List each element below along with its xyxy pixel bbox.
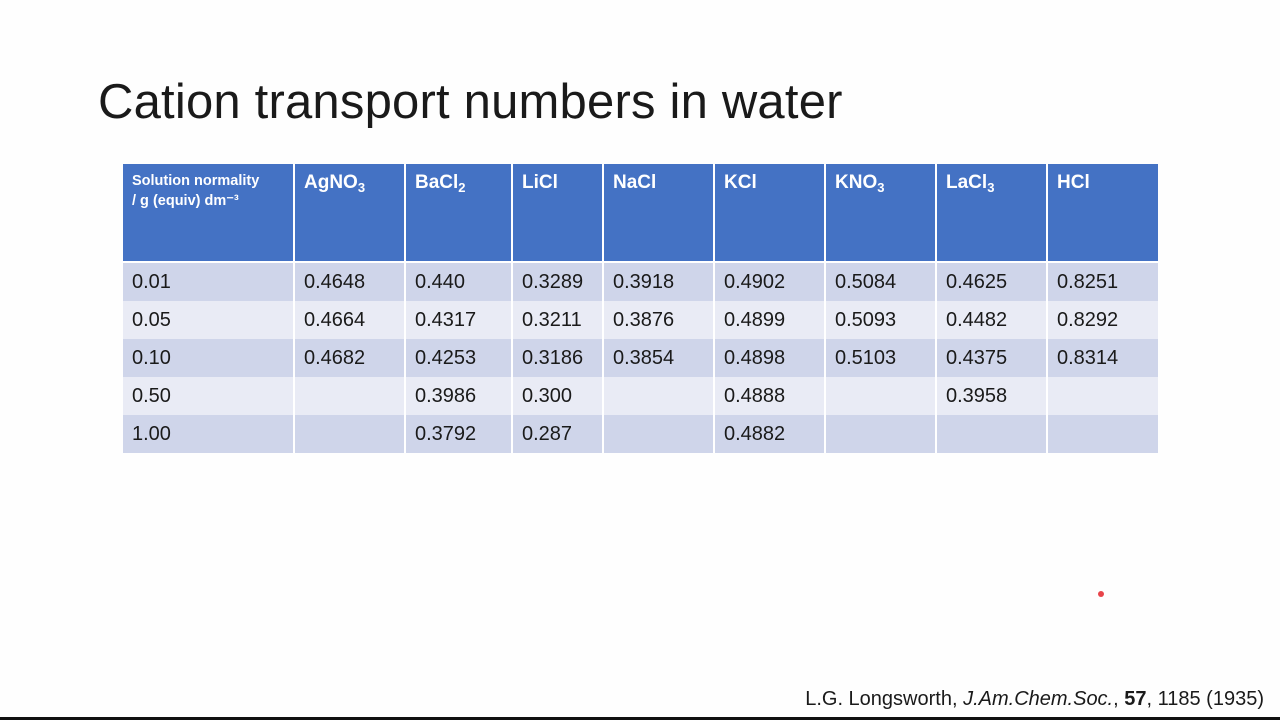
header-line-2: / g (equiv) dm⁻³ (132, 193, 239, 209)
table-cell (603, 415, 715, 453)
table-cell: 0.3918 (603, 263, 715, 301)
table-cell: 0.4888 (714, 377, 826, 415)
table-cell: 0.4482 (936, 301, 1048, 339)
header-kcl: KCl (714, 164, 826, 261)
table-row: 0.05 0.4664 0.4317 0.3211 0.3876 0.4899 … (123, 301, 1158, 339)
table-cell: 0.3958 (936, 377, 1048, 415)
table-cell: 0.8251 (1047, 263, 1158, 301)
table-cell: 0.3854 (603, 339, 715, 377)
citation-journal: J.Am.Chem.Soc. (963, 688, 1114, 710)
table-cell: 0.4375 (936, 339, 1048, 377)
table-cell: 0.3186 (512, 339, 604, 377)
table-row: 0.10 0.4682 0.4253 0.3186 0.3854 0.4898 … (123, 339, 1158, 377)
laser-pointer-dot (1098, 591, 1104, 597)
header-line-1: Solution normality (132, 173, 260, 189)
table-cell (294, 415, 406, 453)
table-cell: 0.5103 (825, 339, 937, 377)
table-header-row: Solution normality / g (equiv) dm⁻³ AgNO… (123, 164, 1158, 261)
table-cell (936, 415, 1048, 453)
table-cell: 0.8292 (1047, 301, 1158, 339)
table-cell: 0.4253 (405, 339, 513, 377)
table-cell: 0.8314 (1047, 339, 1158, 377)
table-cell (294, 377, 406, 415)
table-cell: 0.5084 (825, 263, 937, 301)
table-cell: 0.4898 (714, 339, 826, 377)
table-cell: 0.4899 (714, 301, 826, 339)
table-cell: 0.4902 (714, 263, 826, 301)
header-nacl: NaCl (603, 164, 715, 261)
table-cell: 0.4317 (405, 301, 513, 339)
table-cell (1047, 377, 1158, 415)
table-row: 0.50 0.3986 0.300 0.4888 0.3958 (123, 377, 1158, 415)
citation: L.G. Longsworth, J.Am.Chem.Soc., 57, 118… (805, 688, 1264, 711)
table-row: 1.00 0.3792 0.287 0.4882 (123, 415, 1158, 453)
table-row: 0.01 0.4648 0.440 0.3289 0.3918 0.4902 0… (123, 263, 1158, 301)
transport-numbers-table: Solution normality / g (equiv) dm⁻³ AgNO… (123, 164, 1158, 453)
table-cell: 0.3289 (512, 263, 604, 301)
bottom-bar (0, 717, 1280, 720)
table-cell: 0.4625 (936, 263, 1048, 301)
table-cell: 0.287 (512, 415, 604, 453)
table-cell: 0.3792 (405, 415, 513, 453)
table-cell: 0.4664 (294, 301, 406, 339)
table-cell: 0.01 (123, 263, 295, 301)
citation-volume: 57 (1124, 688, 1147, 710)
table-cell: 0.3876 (603, 301, 715, 339)
table-cell: 0.4882 (714, 415, 826, 453)
table-cell: 0.5093 (825, 301, 937, 339)
table-cell (825, 377, 937, 415)
header-lacl3: LaCl3 (936, 164, 1048, 261)
table-cell (825, 415, 937, 453)
header-spacer (123, 261, 1158, 263)
header-bacl2: BaCl2 (405, 164, 513, 261)
table-cell: 0.10 (123, 339, 295, 377)
table-cell: 0.4682 (294, 339, 406, 377)
header-hcl: HCl (1047, 164, 1158, 261)
citation-separator: , (1113, 688, 1125, 710)
header-solution-normality: Solution normality / g (equiv) dm⁻³ (123, 164, 295, 261)
table-cell (1047, 415, 1158, 453)
table-cell: 0.300 (512, 377, 604, 415)
citation-author: L.G. Longsworth, (805, 688, 964, 710)
table-cell: 1.00 (123, 415, 295, 453)
slide-title: Cation transport numbers in water (98, 75, 843, 129)
table-cell: 0.50 (123, 377, 295, 415)
header-licl: LiCl (512, 164, 604, 261)
citation-pages-year: , 1185 (1935) (1146, 688, 1265, 710)
table-cell: 0.05 (123, 301, 295, 339)
header-kno3: KNO3 (825, 164, 937, 261)
table-cell: 0.4648 (294, 263, 406, 301)
table-cell (603, 377, 715, 415)
header-agno3: AgNO3 (294, 164, 406, 261)
table-cell: 0.3211 (512, 301, 604, 339)
table-cell: 0.3986 (405, 377, 513, 415)
table-cell: 0.440 (405, 263, 513, 301)
